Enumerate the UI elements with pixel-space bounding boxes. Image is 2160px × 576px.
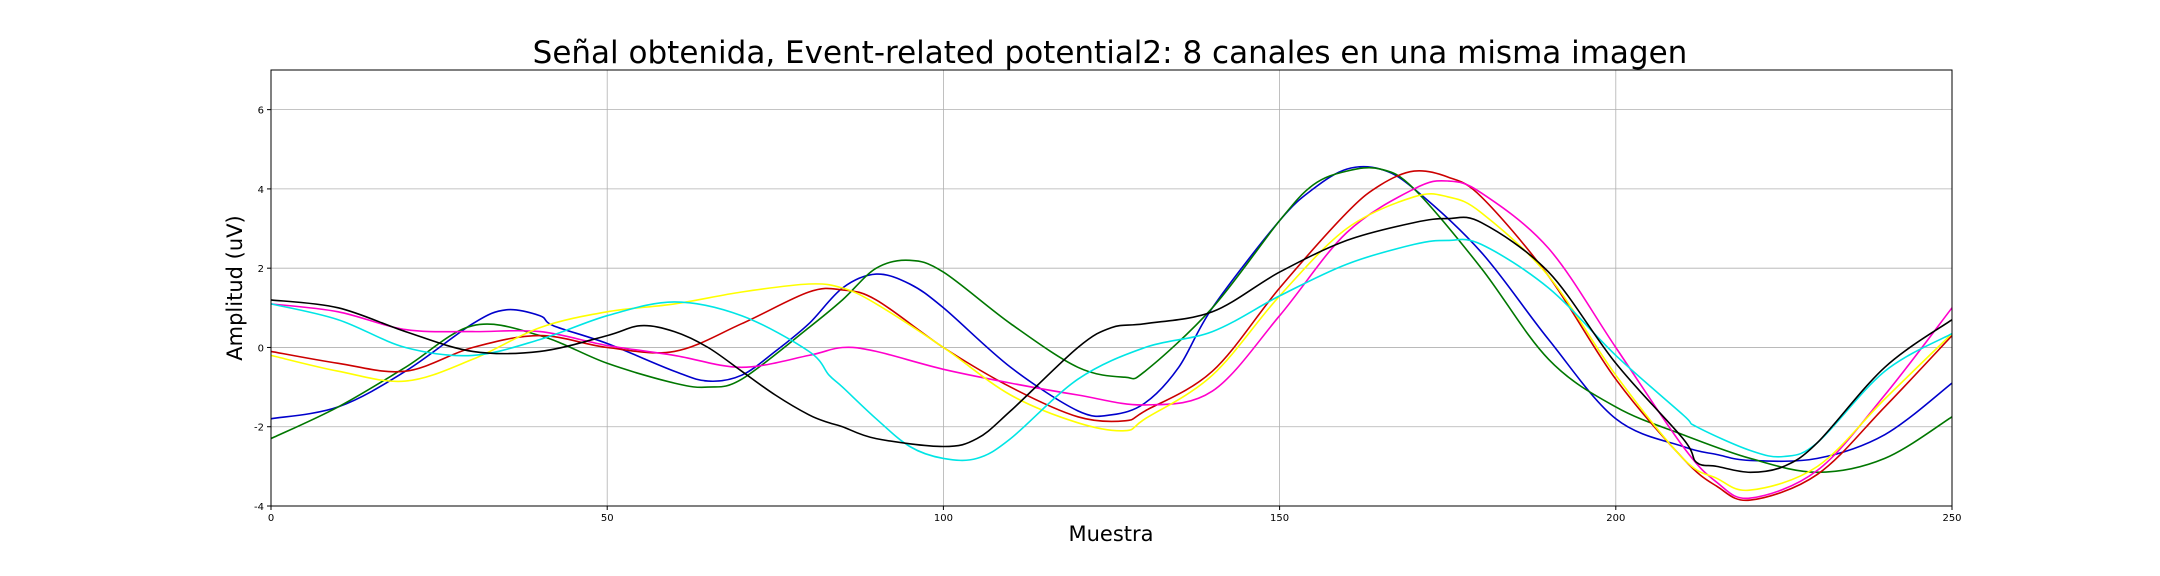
y-tick-label: 0 [258, 343, 264, 354]
y-tick-label: -4 [254, 502, 264, 513]
series-line-4 [270, 179, 1953, 500]
x-tick-label: 250 [1942, 513, 1961, 524]
series-line-6 [270, 238, 1953, 462]
x-tick-label: 200 [1606, 513, 1625, 524]
y-tick-label: 4 [258, 185, 264, 196]
x-axis-label: Muestra [1068, 522, 1153, 546]
series-group [270, 165, 1953, 502]
x-tick-label: 150 [1270, 513, 1289, 524]
chart-title: Señal obtenida, Event-related potential2… [533, 35, 1688, 71]
series-line-7 [270, 216, 1953, 474]
series-line-2 [270, 166, 1953, 474]
y-tick-label: 6 [258, 106, 264, 117]
y-tick-label: 2 [258, 264, 264, 275]
x-tick-label: 50 [601, 513, 614, 524]
x-tick-label: 0 [268, 513, 274, 524]
series-line-1 [270, 165, 1953, 463]
x-axis: 0 50 100 150 200 250 [268, 506, 1962, 524]
x-tick-label: 100 [934, 513, 953, 524]
y-tick-label: -2 [254, 423, 264, 434]
series-line-5 [270, 193, 1953, 492]
y-axis: -4 -2 0 2 4 6 [254, 106, 271, 513]
y-axis-label: Amplitud (uV) [223, 215, 247, 360]
plot-frame [270, 69, 1953, 507]
